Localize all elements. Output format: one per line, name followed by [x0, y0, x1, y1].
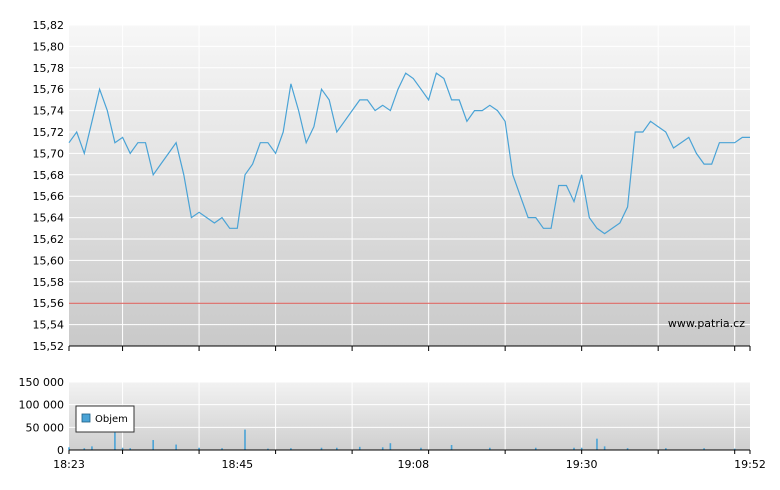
- volume-bar: [381, 447, 384, 450]
- x-tick-label: 19:52: [734, 458, 766, 471]
- price-y-tick-label: 15,56: [33, 297, 65, 310]
- volume-bar: [129, 448, 132, 450]
- volume-bar: [358, 446, 361, 450]
- volume-y-tick-label: 150 000: [19, 376, 65, 389]
- legend-label: Objem: [95, 414, 128, 425]
- volume-y-axis: 0 50 000 100 000 150 000: [19, 376, 65, 457]
- price-y-tick-label: 15,74: [33, 105, 65, 118]
- volume-bar: [665, 448, 667, 450]
- volume-bar: [91, 446, 93, 450]
- x-tick-label: 19:08: [397, 458, 429, 471]
- volume-bar: [580, 447, 583, 450]
- price-y-tick-label: 15,72: [33, 126, 65, 139]
- x-tick-label: 19:30: [566, 458, 598, 471]
- volume-bar: [320, 447, 323, 450]
- volume-y-tick-label: 100 000: [19, 399, 65, 412]
- price-grid: [69, 24, 750, 347]
- volume-y-tick-label: 50 000: [26, 421, 65, 434]
- volume-bar: [83, 448, 86, 450]
- volume-x-ticks: [68, 450, 751, 454]
- volume-bar: [626, 448, 629, 450]
- volume-bar: [267, 448, 269, 450]
- volume-bar: [121, 447, 124, 450]
- price-y-tick-label: 15,82: [33, 19, 65, 32]
- price-y-tick-label: 15,78: [33, 62, 65, 75]
- price-y-tick-label: 15,62: [33, 233, 65, 246]
- volume-bar: [596, 438, 598, 450]
- price-y-tick-label: 15,52: [33, 340, 65, 353]
- price-plot-area: [69, 25, 750, 346]
- price-x-ticks: [68, 346, 751, 351]
- x-tick-label: 18:23: [53, 458, 85, 471]
- volume-bar: [175, 444, 177, 450]
- price-y-tick-label: 15,54: [33, 319, 65, 332]
- volume-bar: [420, 447, 422, 450]
- volume-bar: [733, 448, 736, 450]
- price-y-tick-label: 15,76: [33, 83, 65, 96]
- price-y-tick-label: 15,58: [33, 276, 65, 289]
- volume-bar: [290, 448, 292, 450]
- volume-x-labels: 18:23 18:45 19:08 19:30 19:52: [53, 458, 766, 471]
- price-y-tick-label: 15,66: [33, 190, 65, 203]
- volume-bar: [534, 447, 537, 450]
- volume-plot-area: [69, 382, 750, 450]
- price-y-tick-label: 15,60: [33, 254, 65, 267]
- price-y-tick-label: 15,68: [33, 169, 65, 182]
- volume-bar: [603, 446, 606, 450]
- volume-bar: [198, 447, 200, 450]
- legend-swatch: [81, 413, 91, 423]
- price-line-series: [68, 72, 750, 235]
- volume-bar: [389, 443, 392, 450]
- volume-bar: [336, 447, 338, 450]
- volume-y-tick-label: 0: [57, 444, 64, 457]
- volume-bar: [489, 447, 491, 450]
- price-y-tick-label: 15,64: [33, 212, 65, 225]
- watermark[interactable]: www.patria.cz: [668, 317, 745, 330]
- volume-bar: [450, 445, 453, 450]
- volume-bar: [152, 440, 154, 450]
- x-tick-label: 18:45: [221, 458, 253, 471]
- volume-bar: [573, 447, 575, 450]
- volume-bar: [68, 447, 70, 450]
- volume-bar: [244, 429, 246, 450]
- volume-bar: [703, 448, 705, 450]
- volume-bar: [221, 448, 223, 450]
- price-y-tick-label: 15,80: [33, 40, 65, 53]
- volume-legend: Objem: [75, 405, 135, 433]
- price-y-axis: 15,52 15,54 15,56 15,58 15,60 15,62 15,64 15,66…: [33, 19, 65, 353]
- price-y-tick-label: 15,70: [33, 147, 65, 160]
